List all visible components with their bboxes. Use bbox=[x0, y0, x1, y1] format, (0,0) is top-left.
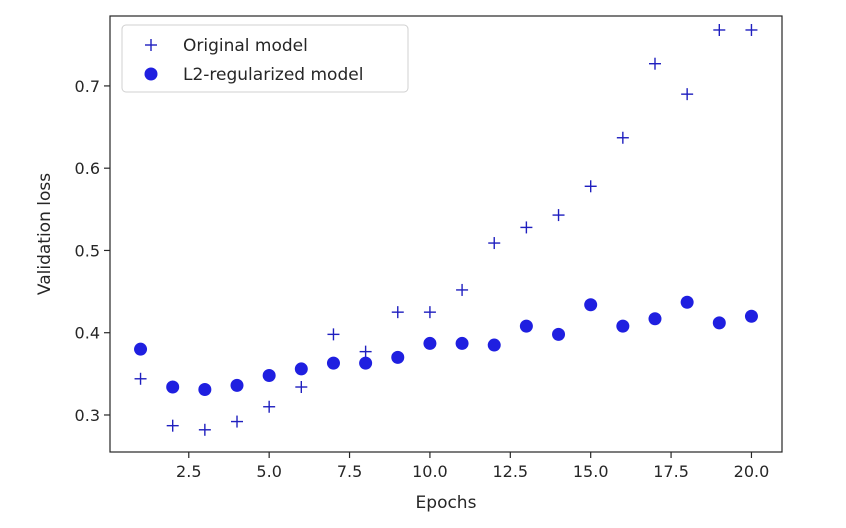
x-tick-label: 20.0 bbox=[734, 462, 770, 481]
legend-label-l2-regularized-model: L2-regularized model bbox=[183, 65, 363, 85]
legend: Original model L2-regularized model bbox=[121, 24, 409, 93]
data-point-original-model bbox=[520, 221, 533, 234]
x-axis: 2.5 5.0 7.5 10.0 12.5 15.0 17.5 20.0 bbox=[176, 452, 769, 481]
data-point-l2-regularized-model bbox=[712, 316, 726, 330]
x-tick-label: 10.0 bbox=[412, 462, 448, 481]
data-point-l2-regularized-model bbox=[584, 298, 598, 312]
legend-box bbox=[121, 24, 409, 93]
data-point-original-model bbox=[584, 180, 597, 193]
data-point-original-model bbox=[198, 423, 211, 436]
y-tick-label: 0.4 bbox=[75, 324, 100, 343]
data-point-l2-regularized-model bbox=[166, 380, 180, 394]
legend-marker-l2-regularized-model bbox=[144, 67, 158, 81]
data-point-l2-regularized-model bbox=[326, 356, 340, 370]
data-point-original-model bbox=[423, 306, 436, 319]
y-tick-label: 0.3 bbox=[75, 406, 100, 425]
data-point-original-model bbox=[263, 400, 276, 413]
data-point-l2-regularized-model bbox=[134, 342, 148, 356]
data-point-l2-regularized-model bbox=[519, 319, 533, 333]
legend-marker-original-model bbox=[145, 39, 157, 51]
data-point-l2-regularized-model bbox=[616, 319, 630, 333]
data-point-l2-regularized-model bbox=[455, 336, 469, 350]
data-point-l2-regularized-model bbox=[680, 295, 694, 309]
data-point-l2-regularized-model bbox=[198, 382, 212, 396]
data-point-l2-regularized-model bbox=[744, 309, 758, 323]
data-marks bbox=[134, 23, 758, 436]
legend-plus-marker bbox=[145, 39, 157, 51]
data-point-original-model bbox=[166, 419, 179, 432]
data-point-original-model bbox=[745, 23, 758, 36]
data-point-original-model bbox=[616, 131, 629, 144]
data-point-l2-regularized-model bbox=[262, 368, 276, 382]
x-tick-label: 7.5 bbox=[337, 462, 362, 481]
data-point-l2-regularized-model bbox=[487, 338, 501, 352]
legend-label-original-model: Original model bbox=[183, 36, 308, 56]
y-axis-label: Validation loss bbox=[35, 173, 55, 295]
y-tick-label: 0.7 bbox=[75, 77, 100, 96]
data-point-l2-regularized-model bbox=[359, 356, 373, 370]
legend-circle-marker bbox=[144, 67, 158, 81]
data-point-original-model bbox=[359, 345, 372, 358]
y-tick-label: 0.6 bbox=[75, 159, 100, 178]
data-point-original-model bbox=[648, 57, 661, 70]
data-point-original-model bbox=[552, 209, 565, 222]
data-point-original-model bbox=[681, 88, 694, 101]
data-point-original-model bbox=[713, 23, 726, 36]
x-tick-label: 2.5 bbox=[176, 462, 201, 481]
data-point-original-model bbox=[134, 372, 147, 385]
data-point-l2-regularized-model bbox=[648, 312, 662, 326]
data-point-original-model bbox=[391, 306, 404, 319]
data-point-l2-regularized-model bbox=[294, 362, 308, 376]
x-tick-label: 17.5 bbox=[653, 462, 689, 481]
data-point-original-model bbox=[327, 328, 340, 341]
data-point-l2-regularized-model bbox=[230, 378, 244, 392]
data-point-original-model bbox=[456, 283, 469, 296]
data-point-l2-regularized-model bbox=[423, 336, 437, 350]
y-axis: 0.3 0.4 0.5 0.6 0.7 bbox=[75, 77, 110, 425]
data-point-l2-regularized-model bbox=[391, 350, 405, 364]
x-axis-label: Epochs bbox=[416, 493, 477, 513]
x-tick-label: 5.0 bbox=[256, 462, 281, 481]
y-tick-label: 0.5 bbox=[75, 241, 100, 260]
data-point-original-model bbox=[295, 381, 308, 394]
data-point-l2-regularized-model bbox=[552, 327, 566, 341]
x-tick-label: 12.5 bbox=[492, 462, 528, 481]
x-tick-label: 15.0 bbox=[573, 462, 609, 481]
data-point-original-model bbox=[231, 415, 244, 428]
data-point-original-model bbox=[488, 237, 501, 250]
